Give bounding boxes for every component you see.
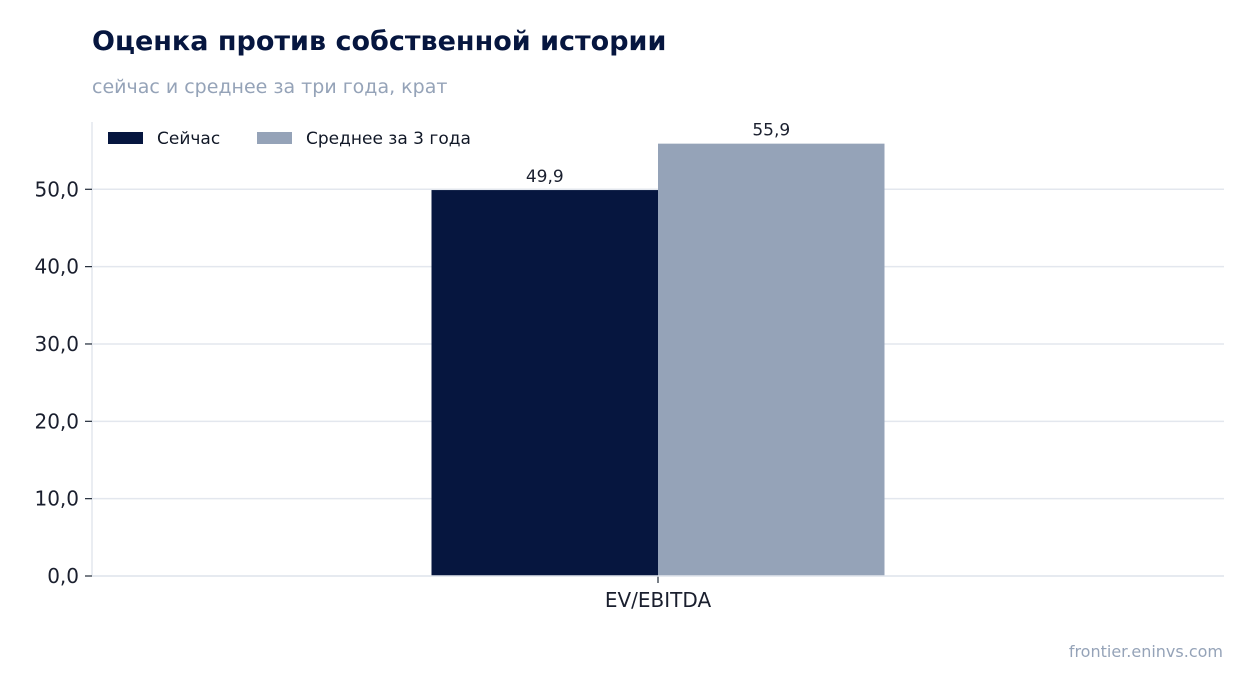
bar-data-label: 49,9	[526, 167, 564, 187]
legend-swatch	[108, 132, 143, 144]
chart-title: Оценка против собственной истории	[92, 26, 667, 57]
y-tick-label: 50,0	[34, 177, 79, 201]
y-tick-label: 40,0	[34, 255, 79, 279]
x-tick-label: EV/EBITDA	[605, 588, 712, 612]
legend-label: Сейчас	[157, 129, 220, 149]
source-label: frontier.eninvs.com	[1068, 642, 1223, 661]
y-tick-label: 20,0	[34, 409, 79, 433]
bar	[431, 190, 658, 576]
y-tick-label: 30,0	[34, 332, 79, 356]
legend-swatch	[257, 132, 292, 144]
y-tick-label: 0,0	[47, 564, 79, 588]
bar	[658, 143, 885, 576]
bar-data-label: 55,9	[752, 121, 790, 141]
chart-subtitle: сейчас и среднее за три года, крат	[92, 76, 448, 98]
y-tick-label: 10,0	[34, 487, 79, 511]
legend-label: Среднее за 3 года	[306, 129, 471, 149]
